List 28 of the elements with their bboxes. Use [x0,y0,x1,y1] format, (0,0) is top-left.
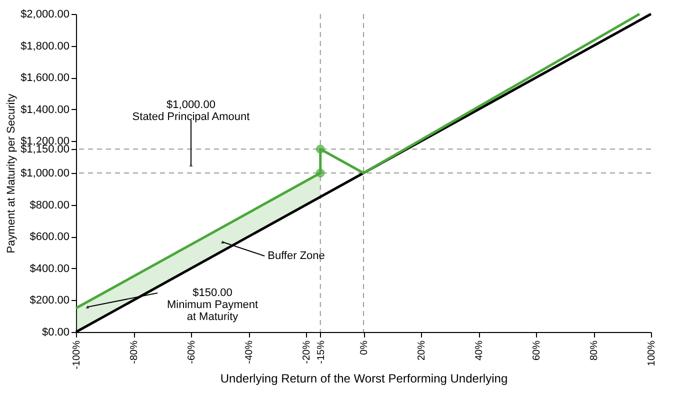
x-tick-label: -20% [302,340,312,364]
y-tick-label: $1,800.00 [20,40,70,52]
y-axis-title: Payment at Maturity per Security [6,93,18,254]
y-tick-label: $600.00 [30,231,70,244]
x-tick-label: -40% [244,340,255,364]
y-tick-label: $800.00 [30,199,70,212]
x-tick-label: 80% [589,340,600,361]
annotation: $1,000.00 Stated Principal Amount [132,99,250,124]
x-tick-label: 20% [416,340,428,361]
x-tick-label: -100% [72,340,82,370]
y-tick-label: $2,000.00 [20,8,70,20]
y-tick-label: $200.00 [30,294,70,307]
y-tick-label: $1,600.00 [20,72,70,84]
x-tick-label: -15% [316,340,327,364]
x-axis-title: Underlying Return of the Worst Performing Underlying [220,371,508,386]
x-tick-label: -80% [129,340,140,364]
y-tick-label: $1,400.00 [20,104,70,116]
y-tick-label: $0.00 [42,326,70,338]
x-tick-label: 100% [646,340,658,366]
y-tick-label: $1,000.00 [20,168,70,180]
y-tick-label: $1,150.00 [20,144,70,156]
x-tick-label: 40% [474,340,485,361]
annotation: $150.00 Minimum Payment at Maturity [166,287,258,324]
x-tick-label: 0% [359,340,370,355]
x-tick-label: -60% [186,340,198,364]
y-tick-label: $400.00 [30,262,70,275]
annotation: Buffer Zone [268,250,325,262]
x-tick-label: 60% [532,340,542,361]
